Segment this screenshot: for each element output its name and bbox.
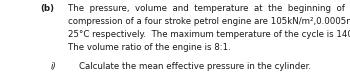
Text: 25°C respectively.  The maximum temperature of the cycle is 1400°C.: 25°C respectively. The maximum temperatu…	[68, 30, 350, 39]
Text: i): i)	[51, 62, 56, 71]
Text: The  pressure,  volume  and  temperature  at  the  beginning  of: The pressure, volume and temperature at …	[68, 4, 345, 13]
Text: Calculate the mean effective pressure in the cylinder.: Calculate the mean effective pressure in…	[79, 62, 311, 71]
Text: (b): (b)	[40, 4, 54, 13]
Text: The volume ratio of the engine is 8:1.: The volume ratio of the engine is 8:1.	[68, 43, 231, 52]
Text: compression of a four stroke petrol engine are 105kN/m²,0.0005m³ and: compression of a four stroke petrol engi…	[68, 17, 350, 26]
